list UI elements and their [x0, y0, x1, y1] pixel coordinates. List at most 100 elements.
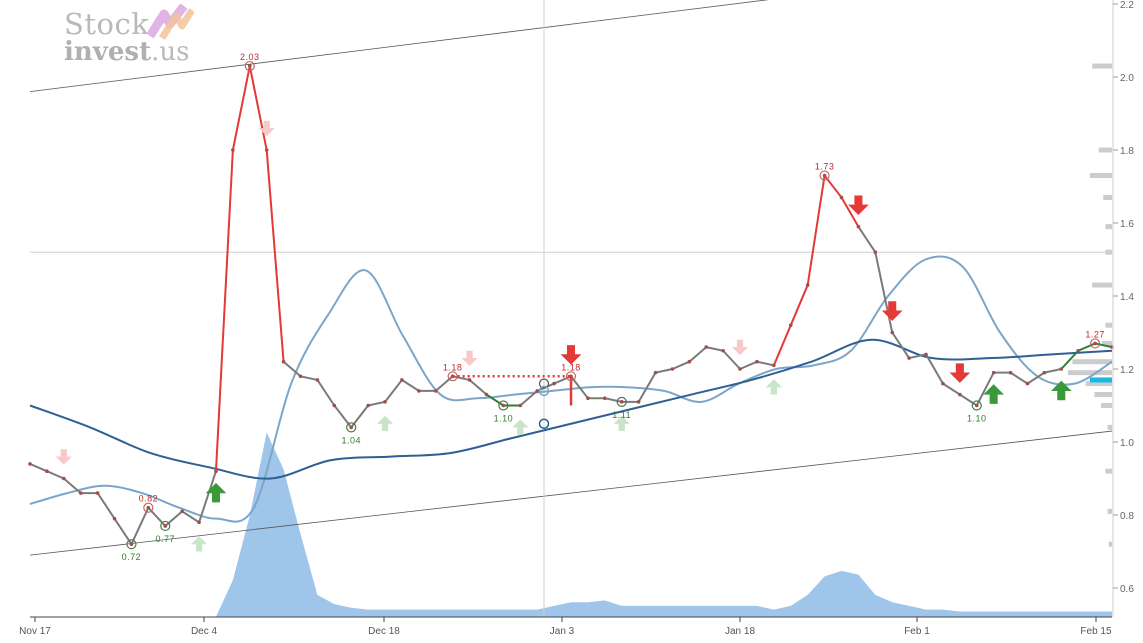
price-segment	[384, 378, 403, 403]
price-segment	[29, 462, 48, 473]
crosshair-price-marker	[538, 378, 550, 389]
price-point	[78, 491, 83, 495]
sell-signal-arrow-icon	[848, 195, 869, 215]
price-segment	[451, 375, 471, 381]
price-segment	[941, 382, 961, 396]
volume-area	[30, 432, 1112, 617]
low-label: 1.10	[494, 414, 514, 424]
price-point	[383, 400, 387, 404]
price-segment	[671, 360, 691, 370]
price-point	[281, 359, 286, 364]
high-marker	[447, 371, 458, 382]
high-marker	[565, 371, 577, 382]
price-point	[315, 378, 320, 382]
price-point	[332, 403, 337, 408]
volume-profile-bar	[1098, 147, 1112, 153]
buy-signal-arrow-icon	[376, 415, 394, 432]
reference-lines	[29, 0, 1113, 617]
buy-signal-arrow-icon	[613, 415, 630, 432]
y-tick-label: 1.4	[1120, 292, 1134, 303]
buy-signal-arrow-icon	[765, 379, 782, 395]
price-point	[95, 491, 100, 495]
price-segment	[874, 251, 894, 334]
volume-profile-bar	[1108, 541, 1112, 547]
price-segment	[248, 65, 268, 151]
price-point	[1008, 370, 1013, 375]
price-point	[197, 520, 201, 525]
logo-word-stock: Stock	[64, 7, 150, 41]
sell-signal-arrow-icon	[55, 449, 72, 465]
logo-word-us: .us	[151, 37, 190, 67]
high-label: 1.18	[561, 362, 581, 372]
price-point	[366, 403, 370, 408]
price-segment	[113, 517, 133, 546]
low-marker	[160, 520, 171, 532]
price-point	[400, 378, 404, 382]
crosshair-long-ma-marker	[538, 418, 550, 429]
volume-profile-bar	[1068, 370, 1112, 376]
price-point	[501, 403, 506, 408]
x-tick-label: Dec 4	[191, 626, 218, 637]
y-tick-label: 0.6	[1120, 584, 1134, 595]
price-point	[839, 195, 844, 200]
price-segment	[282, 360, 302, 378]
price-segment	[367, 400, 387, 407]
price-point	[535, 389, 539, 393]
high-marker	[1089, 338, 1101, 349]
price-segment	[468, 378, 488, 396]
price-point	[214, 469, 218, 474]
price-series	[28, 64, 1114, 546]
price-segment	[705, 346, 725, 352]
price-point	[636, 400, 641, 404]
buy-signal-arrow-icon	[512, 419, 529, 435]
price-point	[755, 359, 759, 364]
price-segment	[62, 477, 82, 495]
high-label: 1.18	[443, 362, 463, 372]
logo-word-invest: invest.us	[64, 39, 189, 65]
x-tick-label: Dec 18	[368, 626, 400, 637]
price-segment	[1077, 342, 1097, 352]
price-point	[129, 542, 134, 546]
volume-profile-bar	[1103, 194, 1112, 200]
volume-profile-bar	[1105, 322, 1112, 328]
volume-profile-bar	[1105, 468, 1112, 474]
y-tick-label: 1.0	[1120, 438, 1134, 449]
crosshair-short-ma-marker	[538, 385, 550, 397]
x-tick-label: Jan 3	[550, 626, 575, 637]
price-point	[1093, 341, 1097, 346]
price-point	[873, 250, 878, 254]
price-segment	[925, 353, 944, 385]
low-marker	[971, 400, 982, 411]
price-point	[974, 403, 979, 408]
price-segment	[1094, 342, 1113, 349]
price-point	[619, 400, 624, 404]
volume-profile-bar	[1107, 508, 1112, 514]
logo-word-invest-bold: invest	[64, 37, 152, 67]
volume-profile-layer	[1068, 63, 1112, 547]
price-point	[298, 374, 303, 379]
y-tick-label: 0.8	[1120, 511, 1134, 522]
buy-signal-arrow-icon	[190, 536, 208, 552]
short-moving-average-line	[29, 255, 1113, 523]
price-point	[738, 367, 742, 371]
high-label: 0.82	[139, 494, 159, 504]
price-segment	[316, 378, 336, 407]
price-point	[670, 367, 675, 371]
price-segment	[96, 492, 116, 520]
price-point	[704, 345, 709, 349]
sell-signal-arrow-icon	[258, 120, 275, 137]
high-label: 2.03	[240, 52, 260, 62]
price-point	[467, 378, 472, 382]
price-annotations: 2.03 0.82 0.72 0.77 1.04 1.18 1.10 1.18 1.11 1.73…	[122, 52, 1105, 562]
signal-arrows	[55, 120, 1072, 552]
price-segment	[485, 393, 505, 407]
price-segment	[231, 65, 251, 151]
price-point	[772, 363, 776, 368]
buy-signal-arrow-icon	[983, 384, 1005, 404]
sell-signal-arrow-icon	[560, 345, 582, 365]
low-label: 1.11	[612, 410, 631, 420]
price-point	[62, 476, 66, 481]
volume-profile-bar	[1092, 282, 1112, 288]
y-tick-label: 1.8	[1120, 146, 1134, 157]
